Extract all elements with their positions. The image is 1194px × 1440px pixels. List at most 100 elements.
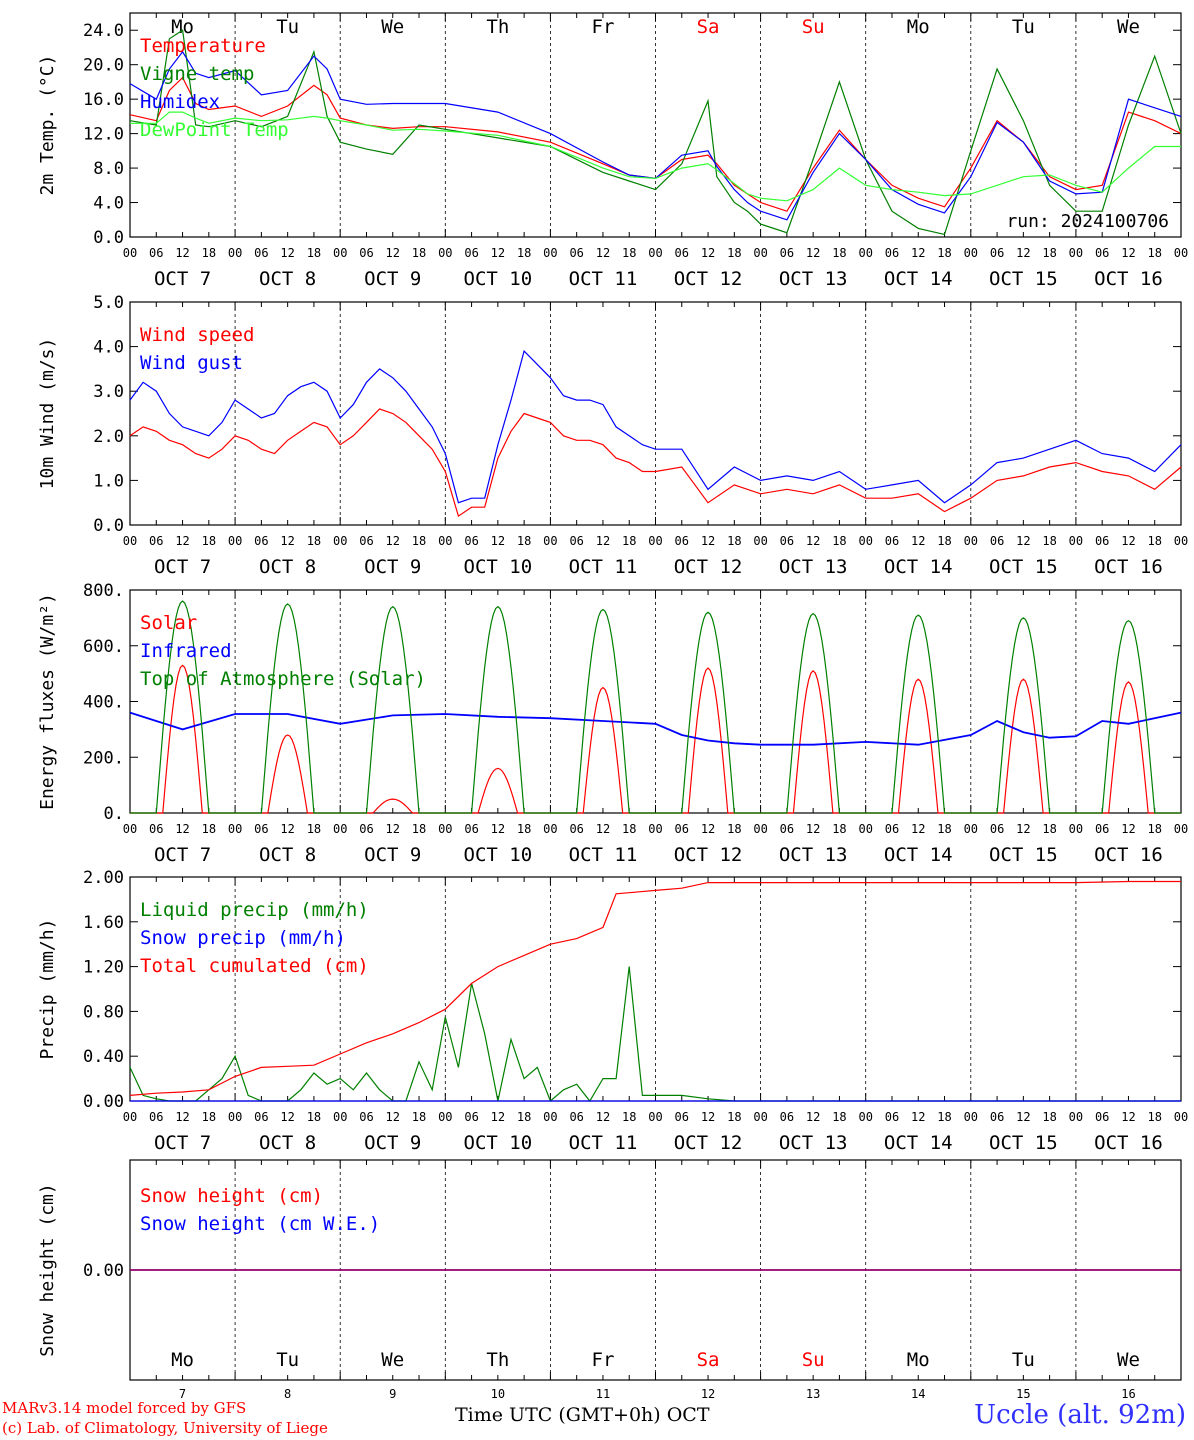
day-of-week-label: Su [802,1349,825,1371]
date-label: OCT 16 [1094,844,1163,866]
date-label: OCT 10 [464,1132,533,1154]
series-line-temperature [129,76,1182,212]
hour-tick-label: 12 [280,822,294,836]
hour-tick-label: 00 [964,822,978,836]
hour-tick-label: 18 [307,822,321,836]
day-of-week-label: Mo [907,16,930,38]
series-line-humidex [129,50,1182,221]
hour-tick-label: 06 [149,534,163,548]
hour-tick-label: 12 [1121,534,1135,548]
hour-tick-label: 06 [254,246,268,260]
date-label: OCT 13 [779,1132,848,1154]
hour-tick-label: 12 [1016,822,1030,836]
hour-tick-label: 18 [727,1110,741,1124]
hour-tick-label: 18 [622,246,636,260]
y-tick-label: 0.0 [93,516,124,536]
day-of-week-label: Tu [1012,16,1035,38]
hour-tick-label: 12 [280,1110,294,1124]
date-label: OCT 11 [569,844,638,866]
hour-tick-label: 00 [648,246,662,260]
hour-tick-label: 06 [780,1110,794,1124]
hour-tick-label: 12 [386,1110,400,1124]
hour-tick-label: 18 [202,534,216,548]
hour-tick-label: 18 [727,246,741,260]
day-of-week-label: Mo [171,16,194,38]
hour-tick-label: 06 [780,534,794,548]
hour-tick-label: 18 [937,822,951,836]
date-label: OCT 7 [154,556,211,578]
hour-tick-label: 12 [491,1110,505,1124]
y-tick-label: 400. [83,693,124,713]
hour-tick-label: 06 [885,822,899,836]
y-tick-label: 12.0 [83,125,124,145]
hour-tick-label: 06 [569,1110,583,1124]
hour-tick-label: 00 [648,822,662,836]
hour-tick-label: 18 [517,534,531,548]
hour-tick-label: 00 [438,534,452,548]
hour-tick-label: 06 [569,246,583,260]
hour-tick-label: 00 [228,246,242,260]
y-tick-label: 5.0 [93,293,124,313]
hour-tick-label: 00 [753,822,767,836]
hour-tick-label: 18 [622,1110,636,1124]
hour-tick-label: 00 [438,246,452,260]
hour-tick-label: 18 [517,1110,531,1124]
series-line-total-cumulated-cm- [129,880,1181,1096]
series-line-infrared [129,711,1182,746]
y-tick-label: 4.0 [93,338,124,358]
legend-entry: Humidex [140,91,220,113]
hour-tick-label: 18 [832,822,846,836]
date-label: OCT 16 [1094,1132,1163,1154]
date-label: OCT 16 [1094,556,1163,578]
hour-tick-label: 06 [780,822,794,836]
y-tick-label: 1.0 [93,471,124,491]
hour-tick-label: 00 [333,822,347,836]
day-of-week-label: We [381,16,404,38]
legend-entry: Top of Atmosphere (Solar) [140,668,426,690]
station-name: Uccle (alt. 92m) [974,1400,1186,1430]
hour-tick-label: 12 [491,822,505,836]
hour-tick-label: 00 [858,246,872,260]
date-label: OCT 7 [154,268,211,290]
date-label: OCT 12 [674,268,743,290]
hour-tick-label: 18 [1147,534,1161,548]
hour-tick-label: 06 [675,534,689,548]
hour-tick-label: 06 [675,822,689,836]
date-label: OCT 8 [259,1132,316,1154]
hour-tick-label: 00 [123,534,137,548]
hour-tick-label: 06 [885,1110,899,1124]
y-tick-label: 800. [83,581,124,601]
hour-tick-label: 00 [1174,822,1188,836]
hour-tick-label: 06 [359,534,373,548]
hour-tick-label: 00 [438,1110,452,1124]
y-tick-label: 0.00 [83,1261,124,1281]
date-label: OCT 11 [569,556,638,578]
y-tick-label: 0. [104,804,124,824]
date-label: OCT 7 [154,844,211,866]
day-of-week-label: Fr [592,16,615,38]
hour-tick-label: 12 [1016,1110,1030,1124]
hour-tick-label: 06 [359,822,373,836]
hour-tick-label: 06 [1095,822,1109,836]
hour-tick-label: 06 [885,246,899,260]
hour-tick-label: 00 [858,534,872,548]
y-axis-label: 2m Temp. (°C) [37,55,58,196]
hour-tick-label: 06 [675,1110,689,1124]
hour-tick-label: 00 [438,822,452,836]
hour-tick-label: 18 [1042,822,1056,836]
hour-tick-label: 12 [701,1110,715,1124]
hour-tick-label: 06 [254,1110,268,1124]
day-number-label: 12 [701,1387,715,1401]
hour-tick-label: 06 [464,822,478,836]
y-tick-label: 0.40 [83,1047,124,1067]
day-number-label: 11 [596,1387,610,1401]
hour-tick-label: 12 [596,822,610,836]
date-label: OCT 8 [259,268,316,290]
hour-tick-label: 12 [911,246,925,260]
date-label: OCT 13 [779,844,848,866]
hour-tick-label: 06 [885,534,899,548]
legend-entry: Wind speed [140,324,254,346]
hour-tick-label: 18 [832,246,846,260]
hour-tick-label: 06 [569,822,583,836]
